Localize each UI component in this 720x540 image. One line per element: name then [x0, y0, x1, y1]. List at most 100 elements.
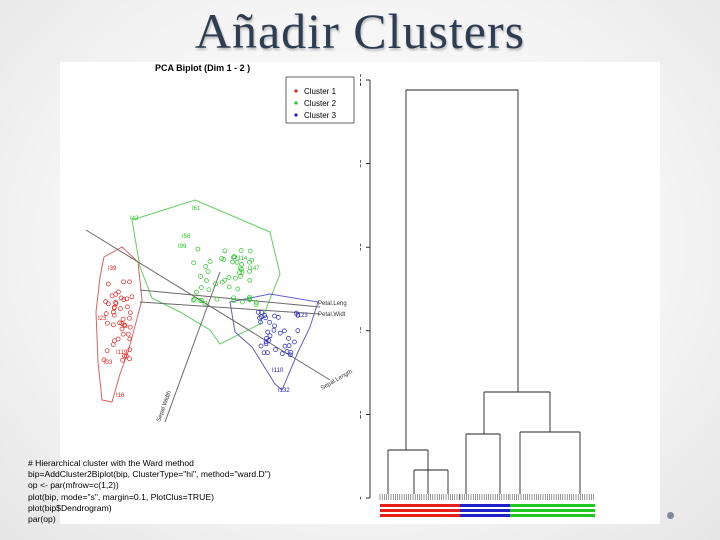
leaf-label-band — [460, 509, 510, 512]
obs-label: I58 — [182, 234, 191, 240]
observation-point — [120, 357, 125, 363]
observation-point — [226, 284, 232, 290]
observation-point — [265, 329, 271, 335]
legend-cluster-2: Cluster 2 — [304, 99, 337, 108]
observation-point — [105, 320, 110, 326]
observation-point — [101, 357, 107, 363]
observation-point — [267, 320, 272, 325]
code-block: # Hierarchical cluster with the Ward met… — [28, 458, 368, 525]
observation-point — [113, 300, 118, 305]
code-line-2: bip=AddCluster2Biplot(bip, ClusterType="… — [28, 469, 271, 480]
observation-point — [231, 298, 237, 303]
observation-point — [247, 297, 253, 303]
observation-point — [240, 299, 245, 305]
observation-point — [206, 287, 212, 293]
observation-point — [237, 270, 242, 276]
observation-point — [239, 270, 245, 275]
observation-point — [191, 260, 197, 266]
observation-point — [198, 274, 203, 279]
obs-label: I61 — [192, 206, 201, 212]
observation-point — [222, 248, 228, 254]
observation-point — [239, 266, 244, 272]
figure-panel: PCA Biplot (Dim 1 - 2 ) Cluster 1 Cluste… — [60, 62, 674, 524]
legend-dot-cluster-2 — [294, 101, 298, 105]
observation-point — [273, 347, 278, 352]
obs-label: I16 — [116, 393, 125, 399]
observation-point — [214, 296, 220, 302]
observation-point — [258, 319, 263, 325]
observation-point — [231, 254, 236, 260]
observation-point — [110, 342, 116, 348]
observation-point — [233, 275, 238, 281]
observation-point — [286, 336, 291, 341]
leaf-label-band — [460, 514, 510, 517]
observation-point — [105, 281, 111, 287]
observation-point — [119, 326, 125, 332]
hull-cluster-2 — [131, 199, 281, 345]
observation-point — [255, 309, 261, 315]
observation-point — [231, 295, 236, 301]
observation-points — [101, 246, 301, 363]
observation-point — [110, 309, 116, 315]
observation-point — [111, 312, 117, 318]
observation-point — [119, 321, 125, 326]
leaf-label-band — [460, 504, 510, 507]
dendrogram-links — [387, 89, 581, 494]
observation-point — [259, 310, 264, 315]
observation-point — [127, 356, 132, 362]
observation-point — [207, 259, 213, 264]
observation-point — [121, 297, 127, 302]
observation-point — [110, 322, 116, 328]
observation-point — [253, 302, 259, 308]
observation-point — [292, 339, 297, 345]
observation-point — [194, 289, 199, 295]
observation-point — [247, 268, 252, 274]
observation-point — [247, 277, 253, 283]
observation-point — [113, 292, 119, 297]
observation-point — [275, 315, 281, 320]
hull-cluster-1 — [95, 246, 143, 403]
observation-point — [104, 348, 110, 354]
observation-point — [199, 298, 205, 303]
observation-point — [116, 289, 121, 295]
observation-point — [238, 248, 244, 253]
observation-point — [277, 330, 283, 336]
observation-point — [127, 310, 133, 316]
biplot-legend: Cluster 1 Cluster 2 Cluster 3 — [285, 76, 355, 124]
observation-point — [204, 278, 209, 283]
observation-point — [113, 301, 119, 306]
observation-point — [230, 259, 235, 265]
obs-label: I147 — [248, 266, 260, 272]
variable-axes — [85, 229, 331, 423]
observation-point — [249, 257, 255, 263]
observation-point — [271, 327, 277, 333]
code-line-1: # Hierarchical cluster with the Ward met… — [28, 458, 194, 468]
observation-point — [282, 328, 287, 334]
observation-point — [261, 350, 267, 356]
obs-label: I119 — [116, 350, 128, 356]
observation-point — [265, 350, 270, 356]
observation-point — [295, 328, 301, 333]
var-label-petal-length: Petal.Leng — [318, 301, 347, 307]
leaf-label-band — [380, 504, 460, 507]
code-line-3: op <- par(mfrow=c(1,2)) — [28, 480, 119, 491]
obs-label: I42 — [130, 216, 139, 222]
observation-point — [118, 306, 123, 311]
leaf-label-band — [380, 509, 460, 512]
observation-point — [199, 285, 204, 290]
observation-point — [205, 269, 211, 275]
observation-point — [226, 275, 232, 280]
observation-point — [263, 339, 269, 345]
obs-label: I33 — [104, 360, 113, 366]
observation-point — [203, 264, 209, 269]
observation-point — [127, 336, 133, 342]
observation-point — [286, 343, 292, 348]
observation-point — [213, 281, 218, 287]
observation-point — [111, 305, 117, 311]
observation-point — [222, 277, 228, 283]
y-tick-label: 0 — [360, 495, 363, 500]
hull-cluster-3 — [229, 293, 319, 391]
y-tick-label: 60 — [360, 242, 363, 251]
biplot-title: PCA Biplot (Dim 1 - 2 ) — [155, 63, 250, 73]
obs-label: I132 — [278, 388, 290, 394]
